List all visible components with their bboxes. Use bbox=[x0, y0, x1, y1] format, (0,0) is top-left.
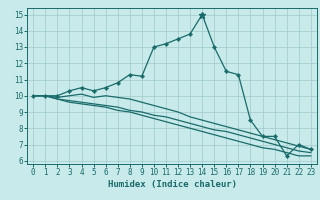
X-axis label: Humidex (Indice chaleur): Humidex (Indice chaleur) bbox=[108, 180, 236, 189]
